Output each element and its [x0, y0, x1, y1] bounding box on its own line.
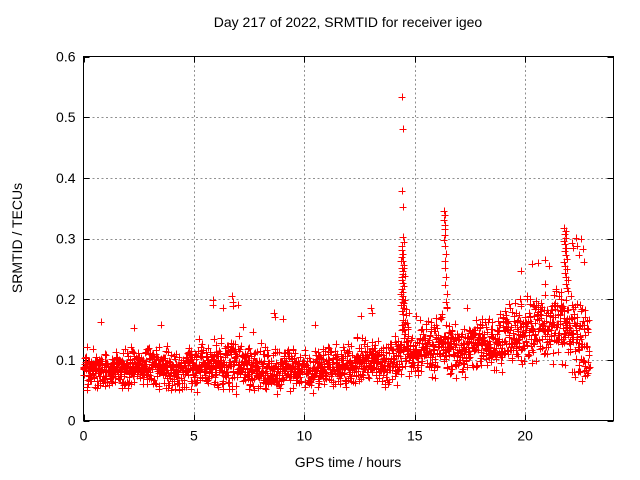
scatter-points [80, 93, 594, 398]
axes-border [83, 56, 614, 422]
y-tick-label: 0.3 [56, 231, 76, 247]
x-tick-label: 10 [297, 428, 313, 444]
x-tick-label: 0 [80, 428, 88, 444]
y-tick-label: 0.6 [56, 49, 76, 65]
x-tick-label: 20 [517, 428, 533, 444]
x-tick-label: 5 [190, 428, 198, 444]
y-tick-label: 0.4 [56, 170, 76, 186]
x-tick-label: 15 [407, 428, 423, 444]
tick-labels: 0 5 10 15 20 0 0.1 0.2 0.3 0.4 0.5 0.6 [56, 49, 533, 444]
x-axis-label: GPS time / hours [294, 454, 402, 470]
chart-title: Day 217 of 2022, SRMTID for receiver ige… [213, 14, 483, 30]
y-tick-label: 0.1 [56, 352, 76, 368]
y-tick-label: 0.2 [56, 291, 76, 307]
y-tick-label: 0 [68, 413, 76, 429]
y-tick-label: 0.5 [56, 109, 76, 125]
